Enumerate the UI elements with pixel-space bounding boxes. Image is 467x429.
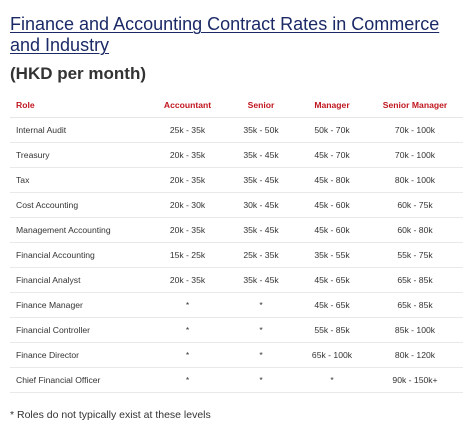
rate-cell: 60k - 75k xyxy=(367,192,463,218)
rate-cell: 85k - 100k xyxy=(367,317,463,343)
table-row: Finance Director * * 65k - 100k 80k - 12… xyxy=(10,342,463,368)
rate-cell: * xyxy=(225,317,297,343)
table-row: Tax 20k - 35k 35k - 45k 45k - 80k 80k - … xyxy=(10,167,463,193)
rate-cell: 65k - 100k xyxy=(297,342,367,368)
rate-cell: 35k - 45k xyxy=(225,267,297,293)
role-cell: Finance Director xyxy=(10,342,150,368)
column-header-senior-manager: Senior Manager xyxy=(367,92,463,118)
rate-cell: 80k - 120k xyxy=(367,342,463,368)
column-header-senior: Senior xyxy=(225,92,297,118)
table-header-row: Role Accountant Senior Manager Senior Ma… xyxy=(10,92,463,118)
rate-cell: 15k - 25k xyxy=(150,242,225,268)
rate-cell: 20k - 35k xyxy=(150,267,225,293)
rate-cell: 35k - 50k xyxy=(225,117,297,143)
rate-cell: * xyxy=(150,292,225,318)
rate-cell: 70k - 100k xyxy=(367,117,463,143)
rate-cell: 35k - 45k xyxy=(225,217,297,243)
role-cell: Tax xyxy=(10,167,150,193)
rate-cell: 80k - 100k xyxy=(367,167,463,193)
rate-cell: 35k - 45k xyxy=(225,167,297,193)
page-title: Finance and Accounting Contract Rates in… xyxy=(10,14,440,55)
rate-cell: 35k - 55k xyxy=(297,242,367,268)
role-cell: Financial Accounting xyxy=(10,242,150,268)
role-cell: Treasury xyxy=(10,142,150,168)
rate-cell: 90k - 150k+ xyxy=(367,367,463,393)
rate-cell: 25k - 35k xyxy=(225,242,297,268)
rate-cell: 60k - 80k xyxy=(367,217,463,243)
role-cell: Chief Financial Officer xyxy=(10,367,150,393)
rate-cell: 55k - 85k xyxy=(297,317,367,343)
rate-cell: 30k - 45k xyxy=(225,192,297,218)
role-cell: Financial Analyst xyxy=(10,267,150,293)
table-row: Financial Accounting 15k - 25k 25k - 35k… xyxy=(10,242,463,268)
table-row: Financial Controller * * 55k - 85k 85k -… xyxy=(10,317,463,343)
table-body: Internal Audit 25k - 35k 35k - 50k 50k -… xyxy=(10,117,463,393)
role-cell: Cost Accounting xyxy=(10,192,150,218)
rate-cell: * xyxy=(150,317,225,343)
rate-cell: 20k - 35k xyxy=(150,167,225,193)
rate-cell: 55k - 75k xyxy=(367,242,463,268)
rate-cell: 45k - 80k xyxy=(297,167,367,193)
rate-cell: * xyxy=(225,367,297,393)
rate-cell: 20k - 35k xyxy=(150,217,225,243)
table-row: Chief Financial Officer * * * 90k - 150k… xyxy=(10,367,463,393)
rate-cell: * xyxy=(225,292,297,318)
rate-cell: 70k - 100k xyxy=(367,142,463,168)
table-row: Financial Analyst 20k - 35k 35k - 45k 45… xyxy=(10,267,463,293)
column-header-role: Role xyxy=(10,92,150,118)
table-row: Management Accounting 20k - 35k 35k - 45… xyxy=(10,217,463,243)
rate-cell: 45k - 60k xyxy=(297,217,367,243)
rate-cell: 20k - 35k xyxy=(150,142,225,168)
rate-cell: 35k - 45k xyxy=(225,142,297,168)
rate-cell: 25k - 35k xyxy=(150,117,225,143)
table-row: Internal Audit 25k - 35k 35k - 50k 50k -… xyxy=(10,117,463,143)
contract-rates-table: Role Accountant Senior Manager Senior Ma… xyxy=(10,92,463,393)
rate-cell: * xyxy=(225,342,297,368)
role-cell: Management Accounting xyxy=(10,217,150,243)
rate-cell: 45k - 65k xyxy=(297,267,367,293)
page-subtitle: (HKD per month) xyxy=(10,64,146,83)
column-header-accountant: Accountant xyxy=(150,92,225,118)
table-row: Cost Accounting 20k - 30k 30k - 45k 45k … xyxy=(10,192,463,218)
rate-cell: 20k - 30k xyxy=(150,192,225,218)
rate-cell: 45k - 60k xyxy=(297,192,367,218)
rate-cell: 65k - 85k xyxy=(367,267,463,293)
rate-cell: 65k - 85k xyxy=(367,292,463,318)
rate-cell: * xyxy=(150,342,225,368)
column-header-manager: Manager xyxy=(297,92,367,118)
role-cell: Internal Audit xyxy=(10,117,150,143)
table-row: Treasury 20k - 35k 35k - 45k 45k - 70k 7… xyxy=(10,142,463,168)
role-cell: Finance Manager xyxy=(10,292,150,318)
rate-cell: * xyxy=(297,367,367,393)
footnote: * Roles do not typically exist at these … xyxy=(10,409,211,421)
rate-cell: 50k - 70k xyxy=(297,117,367,143)
role-cell: Financial Controller xyxy=(10,317,150,343)
table-row: Finance Manager * * 45k - 65k 65k - 85k xyxy=(10,292,463,318)
rate-cell: 45k - 65k xyxy=(297,292,367,318)
rate-cell: * xyxy=(150,367,225,393)
rate-cell: 45k - 70k xyxy=(297,142,367,168)
